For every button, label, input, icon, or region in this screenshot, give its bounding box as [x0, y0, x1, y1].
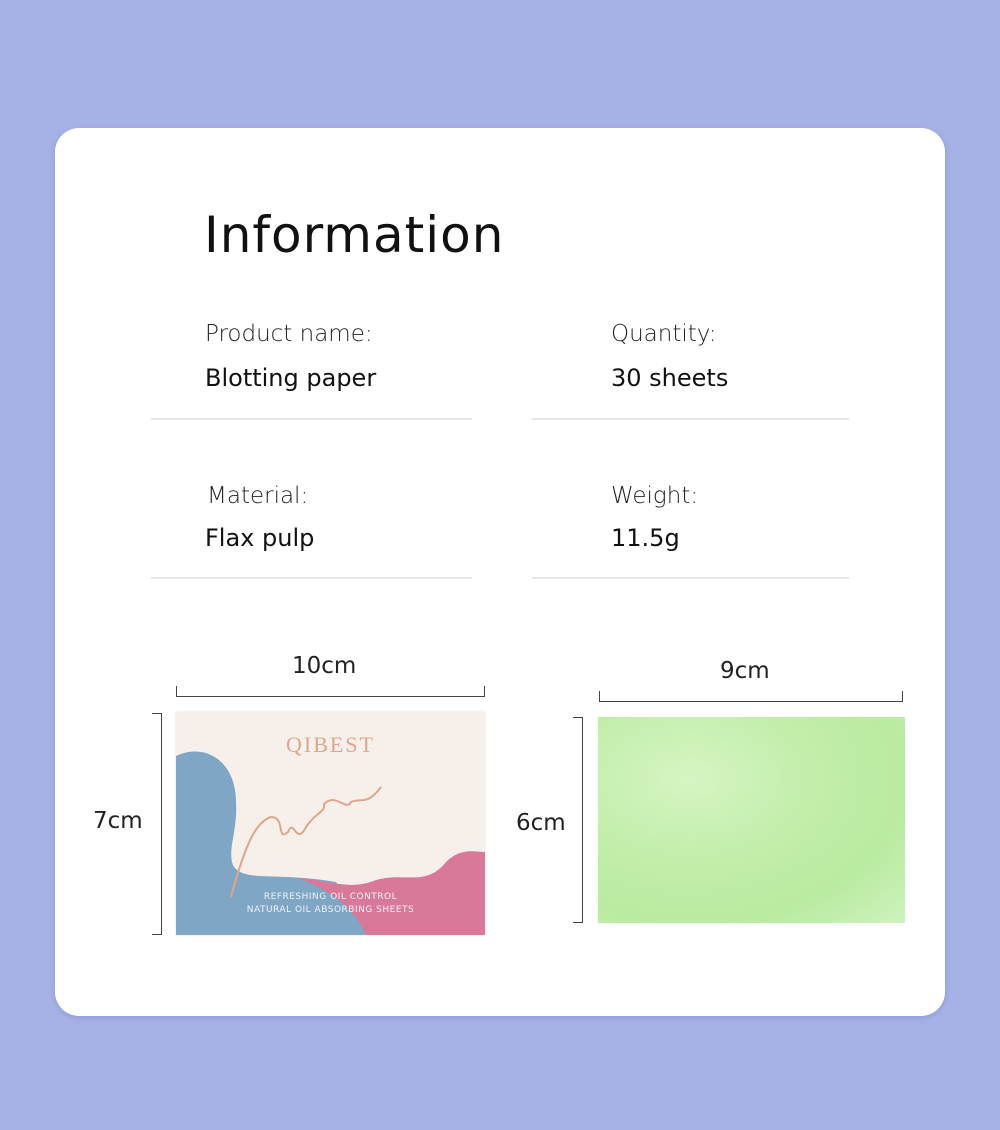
product-name-value: Blotting paper — [205, 364, 377, 392]
product-box-image: QIBEST REFRESHING OIL CONTROL NATURAL OI… — [176, 712, 485, 935]
brand-logo: QIBEST — [286, 732, 375, 757]
divider — [532, 418, 849, 420]
material-value: Flax pulp — [205, 524, 315, 552]
sheet-width-label: 9cm — [720, 658, 770, 684]
box-height-label: 7cm — [93, 808, 143, 834]
box-width-label: 10cm — [292, 653, 357, 679]
box-text-line1: REFRESHING OIL CONTROL — [263, 892, 398, 902]
sheet-height-label: 6cm — [516, 810, 566, 836]
quantity-label: Quantity: — [611, 321, 717, 347]
sheet-width-bracket — [599, 691, 903, 702]
box-height-bracket — [152, 713, 162, 935]
box-text-line2: NATURAL OIL ABSORBING SHEETS — [246, 905, 415, 915]
page-title: Information — [204, 206, 505, 264]
material-label: Material: — [207, 483, 309, 509]
product-name-label: Product name: — [205, 321, 373, 347]
weight-label: Weight: — [611, 483, 699, 509]
divider — [151, 418, 472, 420]
divider — [151, 577, 472, 579]
weight-value: 11.5g — [611, 524, 680, 552]
divider — [532, 577, 849, 579]
box-width-bracket — [176, 686, 485, 697]
sheet-height-bracket — [573, 717, 583, 923]
blotting-sheet-image — [598, 717, 905, 923]
quantity-value: 30 sheets — [611, 364, 729, 392]
